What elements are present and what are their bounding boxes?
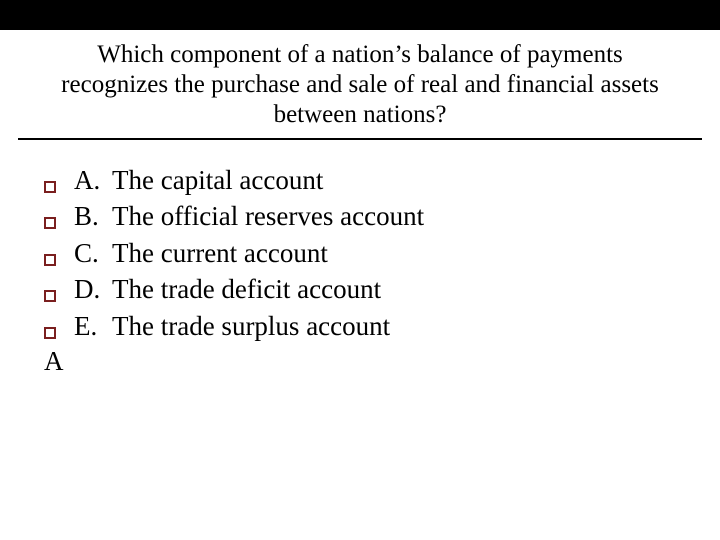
option-text: The current account [112,235,328,271]
option-label: C. [74,235,112,271]
option-text: The official reserves account [112,198,424,234]
list-item: B. The official reserves account [44,198,720,234]
option-text: The trade deficit account [112,271,381,307]
option-label: D. [74,271,112,307]
option-text: The capital account [112,162,323,198]
checkbox-icon [44,327,56,339]
checkbox-icon [44,181,56,193]
list-item: A. The capital account [44,162,720,198]
list-item: C. The current account [44,235,720,271]
option-label: A. [74,162,112,198]
slide: Which component of a nation’s balance of… [0,0,720,540]
answer-text: A [0,346,720,377]
checkbox-icon [44,290,56,302]
option-label: E. [74,308,112,344]
option-text: The trade surplus account [112,308,390,344]
checkbox-icon [44,254,56,266]
question-title: Which component of a nation’s balance of… [18,30,702,140]
checkbox-icon [44,217,56,229]
list-item: D. The trade deficit account [44,271,720,307]
option-label: B. [74,198,112,234]
top-bar [0,0,720,30]
options-list: A. The capital account B. The official r… [0,140,720,344]
list-item: E. The trade surplus account [44,308,720,344]
